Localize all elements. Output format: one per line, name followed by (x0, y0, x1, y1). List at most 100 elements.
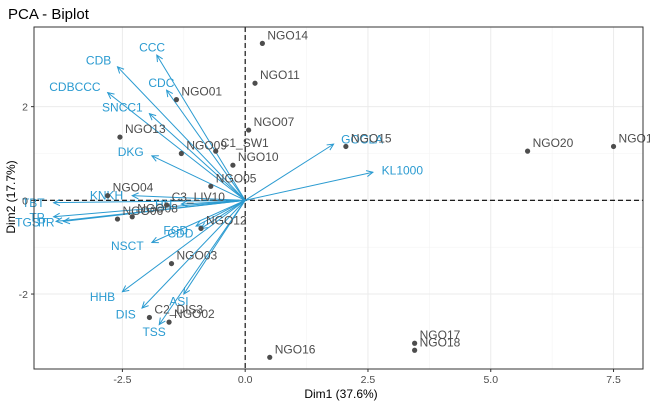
arrowhead (54, 217, 63, 225)
variable-arrow (195, 199, 246, 227)
variable-arrow (132, 195, 246, 201)
data-point (252, 80, 258, 86)
x-tick-label: 0.0 (238, 374, 253, 386)
data-point (173, 97, 180, 103)
arrowhead (150, 155, 159, 162)
point-label: NGO08 (137, 202, 178, 216)
data-point (198, 225, 204, 232)
point-label: NGO09 (186, 138, 227, 152)
point-label: NGO15 (351, 131, 392, 145)
data-point (267, 354, 273, 360)
point-label: NGO13 (125, 122, 166, 136)
data-point (146, 314, 153, 321)
variable-arrow (200, 199, 246, 229)
arrow-label: ASI (169, 295, 188, 309)
arrow-label: FCD (163, 223, 188, 237)
plot-area: CCCCDBCDCCDBCCCSNCC1DKGGOCLAKL1000KNKHTB… (15, 26, 650, 386)
point-label: NGO06 (122, 204, 163, 218)
point-label: NGO17 (420, 328, 461, 342)
arrow-label: NSCT (111, 239, 144, 253)
x-tick-label: 2.5 (361, 374, 376, 386)
arrow-label: SNCC1 (102, 101, 143, 115)
arrow-label: HH (155, 198, 172, 212)
point-label: NGO10 (238, 150, 279, 164)
variable-arrow (166, 89, 246, 201)
arrow-label: CCC (139, 40, 165, 54)
arrow-label: CDD (167, 226, 193, 240)
arrowhead (158, 317, 166, 326)
point-label: C3_LIV10 (172, 190, 226, 204)
arrowhead (121, 285, 130, 293)
data-point (208, 183, 214, 189)
point-label: NGO19 (619, 131, 650, 145)
arrow-label: DIS (116, 308, 136, 322)
data-point (129, 214, 135, 220)
arrowhead (116, 65, 125, 74)
data-point (230, 162, 236, 168)
arrow-label: TSS (142, 325, 165, 339)
variable-arrow (156, 54, 246, 201)
panel-border (33, 26, 644, 370)
data-point (343, 143, 349, 150)
arrow-label: GOCLA (341, 132, 383, 146)
y-tick-label: 2 (22, 102, 28, 114)
point-label: NGO12 (206, 213, 247, 227)
variable-arrow (151, 199, 246, 243)
data-point (213, 148, 219, 154)
variable-arrow (63, 199, 246, 222)
arrowhead (180, 200, 189, 208)
x-axis-label: Dim1 (37.6%) (304, 387, 377, 401)
point-label: NGO04 (113, 181, 154, 195)
variable-arrow (151, 155, 246, 201)
arrowhead (150, 236, 159, 244)
arrowhead (326, 143, 335, 151)
arrowhead (156, 54, 163, 63)
arrows-group (52, 54, 375, 326)
variable-arrow (181, 199, 246, 205)
variable-arrow (244, 143, 334, 201)
point-label: NGO18 (420, 335, 461, 349)
point-label: NGO05 (216, 171, 257, 185)
point-label: NGO11 (260, 68, 300, 82)
arrowhead (165, 89, 173, 98)
variable-arrow (117, 66, 246, 201)
data-point (412, 340, 418, 346)
point-label: NGO01 (181, 85, 222, 99)
data-point (164, 202, 170, 208)
y-axis-label: Dim2 (17.7%) (4, 160, 18, 233)
point-label: NGO14 (267, 28, 308, 42)
point-label: C2_DIS3 (154, 302, 203, 316)
data-point (610, 143, 617, 150)
chart-title: PCA - Biplot (8, 6, 90, 23)
data-point (117, 134, 123, 140)
variable-arrow (149, 113, 246, 201)
panel-background (34, 27, 643, 369)
arrow-label: TGST (15, 215, 48, 229)
data-point (178, 150, 184, 157)
arrow-label: CDBCCC (49, 80, 101, 94)
point-label: NGO16 (275, 342, 316, 356)
variable-arrow (141, 199, 246, 309)
point-label: NGO20 (533, 136, 574, 150)
arrow-label: CDB (86, 53, 111, 67)
data-point (259, 40, 265, 46)
arrow-label: DKG (118, 145, 144, 159)
y-tick-label: 0 (22, 195, 28, 207)
arrowhead (106, 91, 115, 100)
arrowhead (131, 192, 139, 200)
arrow-label: TP (29, 211, 44, 225)
variable-arrow (53, 199, 246, 204)
arrow-label: HHB (90, 290, 115, 304)
data-point (105, 193, 111, 199)
variable-arrow (245, 171, 373, 201)
arrowhead (141, 301, 149, 309)
arrowhead (183, 287, 191, 296)
arrowhead (62, 217, 71, 225)
point-label: C1_SW1 (221, 136, 269, 150)
arrowhead (52, 199, 61, 207)
y-tick-label: -2 (19, 289, 28, 301)
x-tick-label: -2.5 (113, 374, 131, 386)
arrowhead (52, 212, 61, 220)
